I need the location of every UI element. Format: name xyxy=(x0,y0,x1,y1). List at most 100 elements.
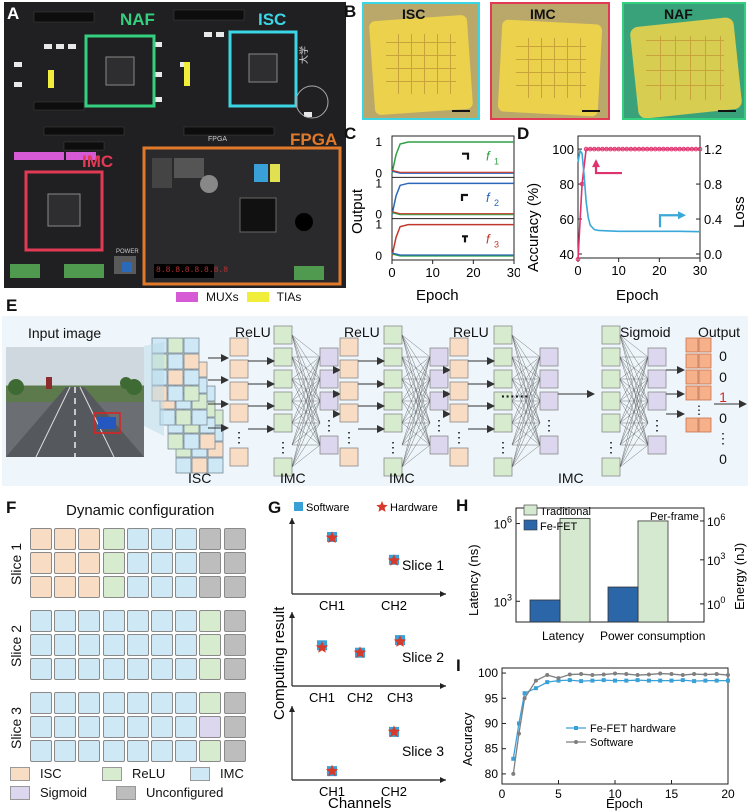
panelE-imc-label-2: IMC xyxy=(389,470,415,486)
imc-weights-2 xyxy=(401,356,431,446)
panelC-series-label-2: f xyxy=(486,190,491,205)
panelF-cell-imc xyxy=(175,610,198,632)
panelI-point-fefet xyxy=(601,678,606,683)
panelF-cell-imc xyxy=(151,658,173,680)
panelF-cell-imc xyxy=(126,692,149,714)
panelH-ylabel-right: Energy (nJ) xyxy=(732,543,747,610)
imc-weights-1 xyxy=(291,356,321,468)
panelF-cell-imc xyxy=(126,528,149,550)
panelD-accuracy-point xyxy=(579,181,585,187)
panelI-point-software xyxy=(545,673,550,678)
final-imc-weights xyxy=(619,400,649,468)
sigmoid-node xyxy=(685,337,699,353)
panelF-cell-imc xyxy=(151,528,173,550)
panelI-point-software xyxy=(601,672,606,677)
final-imc-output-node xyxy=(647,347,667,367)
isc-patch xyxy=(183,353,200,370)
panelF-cell-relu xyxy=(199,634,222,656)
panelH-rtick-0: 100 xyxy=(707,595,725,612)
panelI-ytick-3: 95 xyxy=(485,691,499,705)
panel-letter-E: E xyxy=(6,296,18,315)
imc-weights-3 xyxy=(511,356,541,468)
panelF-cell-imc xyxy=(151,552,173,574)
relu-node-2 xyxy=(339,337,359,357)
panelF-cell-unconfigured xyxy=(223,716,246,738)
panelD-xtick-0: 0 xyxy=(574,263,581,278)
isc-patch xyxy=(183,337,200,354)
label-imc: IMC xyxy=(82,152,114,171)
panelD-ytick-1: 60 xyxy=(560,212,574,227)
panelI-point-software xyxy=(533,678,538,683)
panelG-chart: CH1 CH2 Slice 1 CH1 CH2 CH3 Slice 2 CH1 CH2 Slice… xyxy=(271,501,446,811)
imc-output-node-2 xyxy=(429,435,449,455)
panelE-sigmoid: Sigmoid xyxy=(620,324,671,340)
panelI-point-fefet xyxy=(714,678,719,683)
panelI-point-fefet xyxy=(533,686,538,691)
panelG-xlabel: Channels xyxy=(328,795,391,811)
panelF-cell-isc xyxy=(30,552,52,574)
relu-node-3 xyxy=(449,447,469,467)
panelD-ytick-2: 80 xyxy=(560,177,574,192)
imc-weights-2 xyxy=(401,422,431,468)
imc-output-node-2 xyxy=(429,391,449,411)
sigmoid-node xyxy=(698,369,712,385)
panelF-cell-imc xyxy=(126,576,149,598)
panelC-pattern-icon-3 xyxy=(462,235,468,243)
panelI-point-software xyxy=(658,671,663,676)
panelF-cell-imc xyxy=(54,658,77,680)
relu-node-1 xyxy=(229,403,249,423)
panelC-ytick-0-2: 0 xyxy=(375,208,382,222)
legend-relu-label: ReLU xyxy=(132,766,166,781)
imc-input-node-3 xyxy=(493,413,513,433)
panelI-point-software xyxy=(703,672,708,677)
board-silk-power: POWER xyxy=(116,249,139,255)
panelG-hardware-point xyxy=(325,764,339,777)
output-0: 0 xyxy=(719,348,727,364)
imc-weights-2 xyxy=(401,356,431,468)
panelF-cell-isc xyxy=(54,576,77,598)
imc-input-node-2 xyxy=(383,391,403,411)
panelF-cell-imc xyxy=(175,576,198,598)
panelC-series-high-2 xyxy=(391,182,514,215)
panel-letter-A: A xyxy=(7,4,20,23)
panelH-bar-fefet-1 xyxy=(607,586,639,623)
imc-input-node-1 xyxy=(273,391,293,411)
panelI-point-software xyxy=(522,696,527,701)
panelE-input-image xyxy=(6,347,144,457)
isc-patch xyxy=(183,369,200,386)
imc-weights-3 xyxy=(511,356,541,446)
panelD-ytick-right-1: 0.4 xyxy=(704,212,722,227)
panelI-xtick-4: 20 xyxy=(721,787,735,801)
imc-input-node-3-ellipsis: ⋮ xyxy=(496,439,510,455)
panel-letter-C: C xyxy=(344,124,357,143)
panelF-cell-relu xyxy=(199,658,222,680)
relu-node-1 xyxy=(229,381,249,401)
imc-weights-2 xyxy=(401,334,431,358)
panelD-accuracy-line xyxy=(577,148,700,260)
panelH-ylabel-left: Latency (ns) xyxy=(466,544,481,616)
panel-letter-I: I xyxy=(456,656,461,675)
panelI-point-software xyxy=(567,672,572,677)
panelG-hardware-point xyxy=(315,641,329,653)
imc-weights-1 xyxy=(291,356,321,402)
sigmoid-node xyxy=(698,385,712,401)
panelD-ytick-0: 40 xyxy=(560,247,574,262)
panelI-point-fefet xyxy=(624,678,629,683)
panelF-cell-imc xyxy=(102,716,125,738)
relu-node-2 xyxy=(339,381,359,401)
panelC-pattern-icon-1 xyxy=(462,152,470,160)
relu-node-3 xyxy=(449,381,469,401)
imc-weights-1 xyxy=(291,356,321,424)
panelI-legend-fefet: Fe-FET hardware xyxy=(590,723,676,735)
panelG-xaxis-head-3 xyxy=(440,777,446,783)
imc-weights-1 xyxy=(291,356,321,446)
panel-letter-B: B xyxy=(344,2,357,21)
panelI-ytick-2: 90 xyxy=(485,716,499,730)
legend-imc-swatch xyxy=(190,766,210,781)
panelI-point-software xyxy=(556,676,561,681)
panelG-legend-software-swatch xyxy=(294,502,303,511)
panelC-ytick-0-3: 0 xyxy=(375,249,382,263)
isc-patch xyxy=(175,457,192,474)
panelI-point-fefet xyxy=(522,691,527,696)
final-imc-input-node xyxy=(601,369,621,389)
